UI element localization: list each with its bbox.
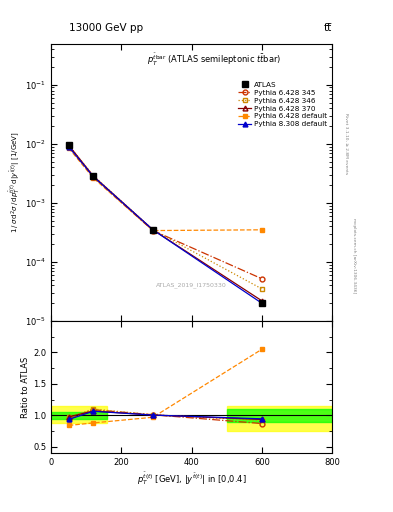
Y-axis label: Ratio to ATLAS: Ratio to ATLAS — [21, 356, 30, 418]
Text: tt̅: tt̅ — [324, 23, 332, 33]
Text: mcplots.cern.ch [arXiv:1306.3436]: mcplots.cern.ch [arXiv:1306.3436] — [352, 219, 356, 293]
Bar — [227, 406, 332, 431]
Text: Rivet 3.1.10, ≥ 2.8M events: Rivet 3.1.10, ≥ 2.8M events — [344, 113, 348, 174]
Text: ATLAS_2019_I1750330: ATLAS_2019_I1750330 — [156, 282, 227, 288]
Bar — [51, 406, 107, 423]
Legend: ATLAS, Pythia 6.428 345, Pythia 6.428 346, Pythia 6.428 370, Pythia 6.428 defaul: ATLAS, Pythia 6.428 345, Pythia 6.428 34… — [237, 80, 329, 129]
X-axis label: $p_T^{\bar{t}(t)}$ [GeV], $|y^{\bar{t}(t)}|$ in [0,0.4]: $p_T^{\bar{t}(t)}$ [GeV], $|y^{\bar{t}(t… — [137, 470, 246, 486]
Bar — [227, 409, 332, 422]
Y-axis label: $1\,/\,\sigma\,\mathrm{d}^2\sigma\,/\,\mathrm{d}p_T^{\bar{t}(t)}\,\mathrm{d}|y^{: $1\,/\,\sigma\,\mathrm{d}^2\sigma\,/\,\m… — [7, 132, 22, 233]
Text: $p_T^{\bar{t}\mathrm{bar}}$ (ATLAS semileptonic $t\bar{t}$bar): $p_T^{\bar{t}\mathrm{bar}}$ (ATLAS semil… — [147, 52, 281, 68]
Bar — [51, 412, 107, 418]
Text: 13000 GeV pp: 13000 GeV pp — [69, 23, 143, 33]
